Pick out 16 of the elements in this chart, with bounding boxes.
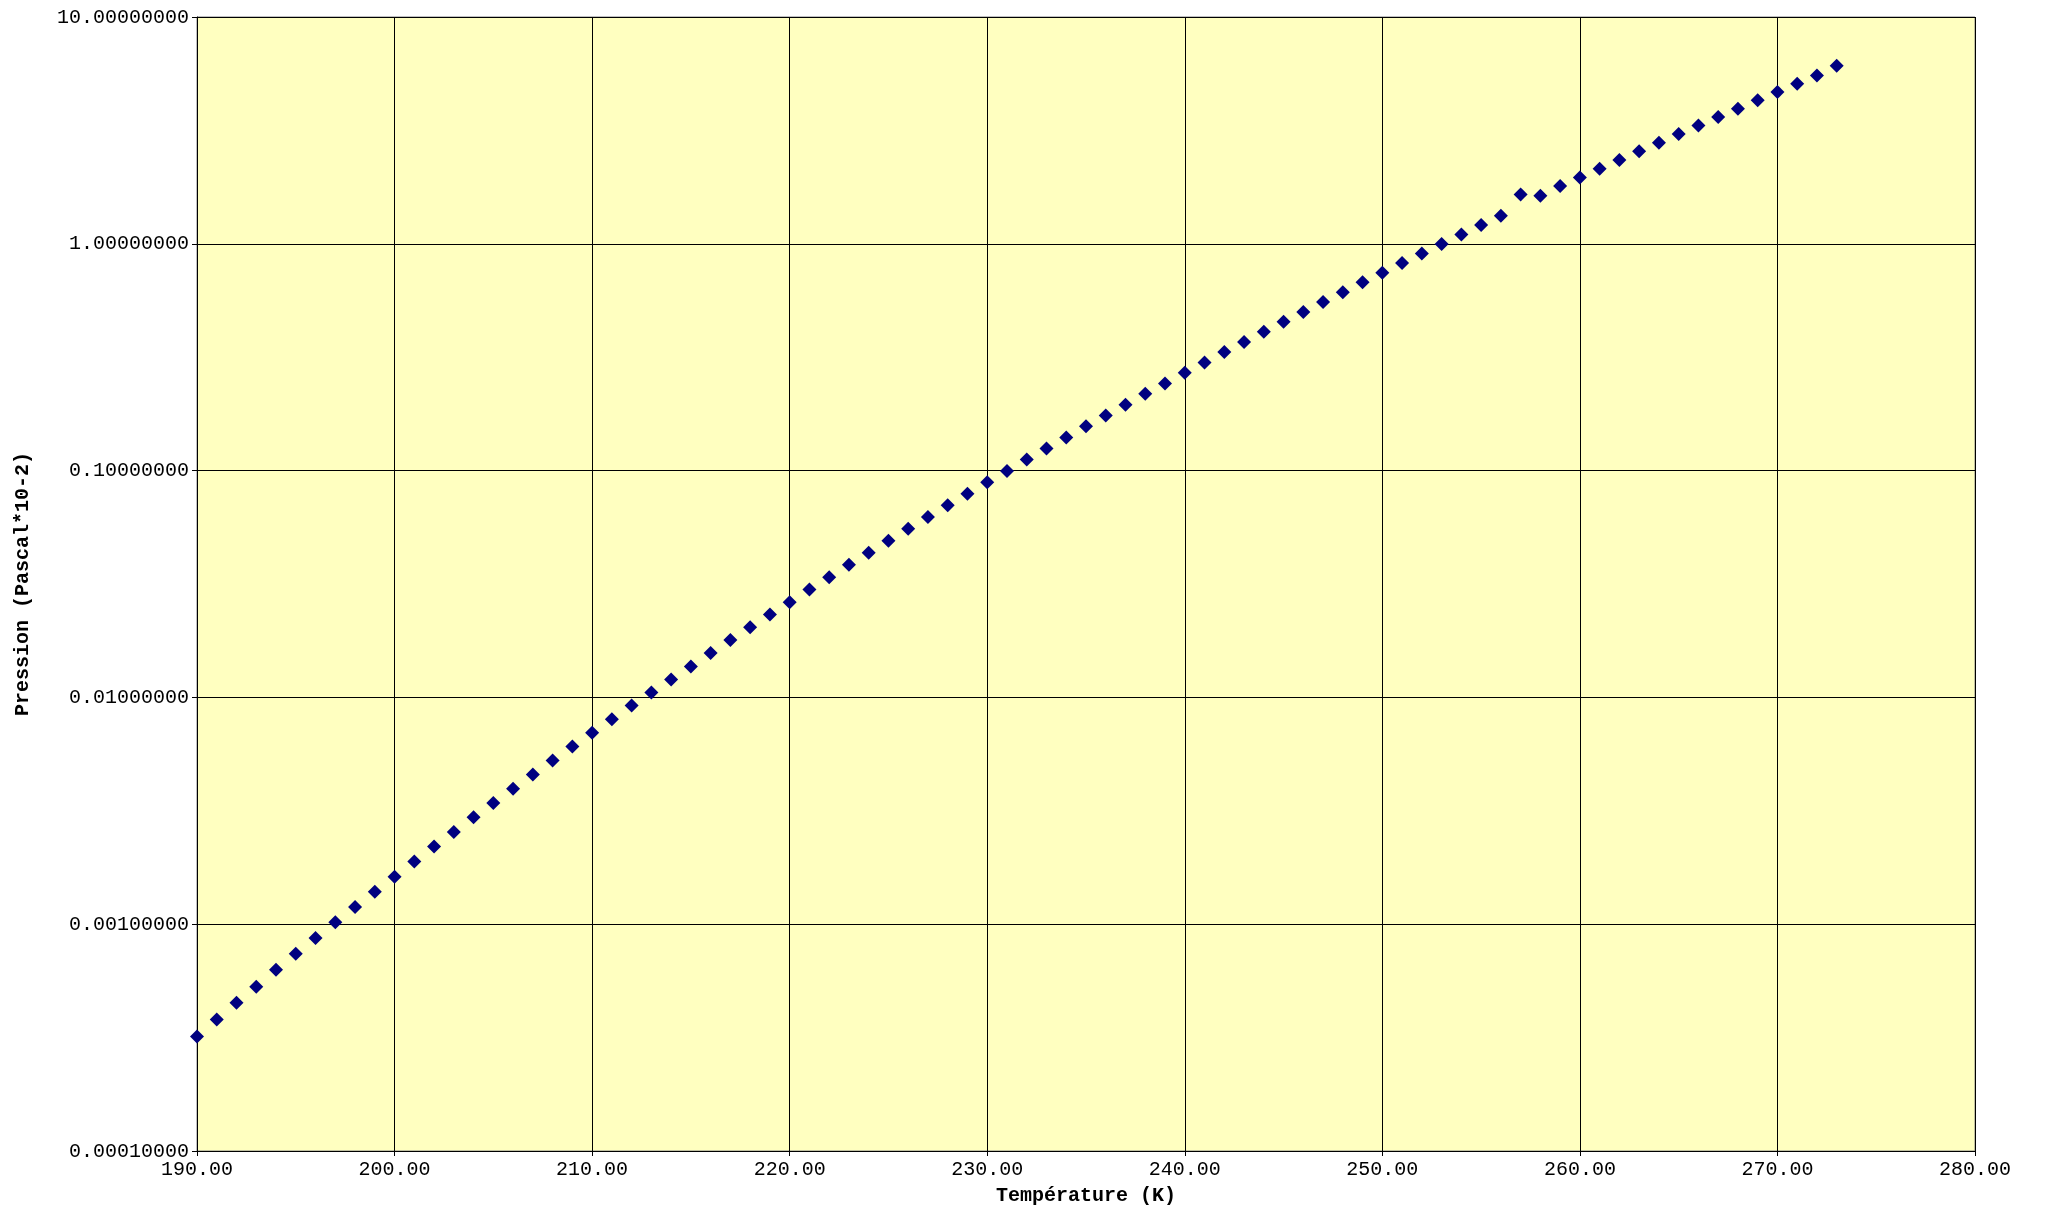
x-tick-label: 260.00	[1543, 1157, 1616, 1181]
y-axis-title: Pression (Pascal*10-2)	[10, 451, 34, 717]
y-tick-label: 1.00000000	[68, 232, 189, 256]
y-tick-label: 0.10000000	[68, 459, 189, 483]
x-tick-label: 240.00	[1148, 1157, 1221, 1181]
x-tick-label: 230.00	[951, 1157, 1024, 1181]
y-tick-label: 0.00100000	[68, 912, 189, 936]
x-tick-label: 280.00	[1938, 1157, 2012, 1181]
x-tick-label: 220.00	[753, 1157, 826, 1181]
x-axis-title: Température (K)	[995, 1183, 1177, 1207]
x-tick-label: 210.00	[556, 1157, 629, 1181]
x-tick-label: 270.00	[1741, 1157, 1814, 1181]
y-tick-label: 10.00000000	[56, 5, 189, 29]
y-tick-label: 0.01000000	[68, 685, 189, 709]
x-tick-label: 200.00	[358, 1157, 431, 1181]
x-tick-label: 250.00	[1346, 1157, 1419, 1181]
